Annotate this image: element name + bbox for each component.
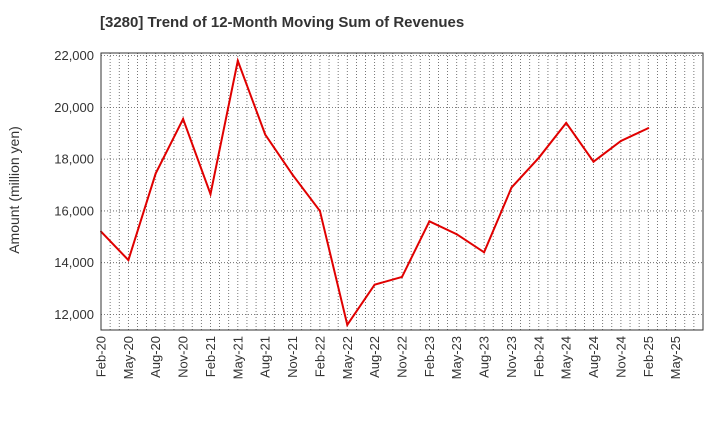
- x-tick-label: Feb-20: [94, 336, 109, 377]
- x-tick-label: Nov-22: [395, 336, 410, 378]
- data-point: [428, 220, 431, 223]
- x-tick-label: May-23: [449, 336, 464, 379]
- y-tick-label: 14,000: [54, 255, 94, 270]
- data-point: [346, 323, 349, 326]
- data-point: [510, 186, 513, 189]
- plot-frame: [100, 52, 704, 331]
- data-point: [455, 233, 458, 236]
- data-point: [236, 59, 239, 62]
- series-layer: [100, 57, 650, 328]
- x-tick-label: May-21: [230, 336, 245, 379]
- x-tick-label: Aug-23: [477, 336, 492, 378]
- x-tick-label: Feb-22: [312, 336, 327, 377]
- data-point: [291, 173, 294, 176]
- x-tick-label: Nov-20: [176, 336, 191, 378]
- x-tick-label: Feb-23: [422, 336, 437, 377]
- x-tick-labels: Feb-20 May-20 Aug-20 Nov-20 Feb-21 May-21 Aug-…: [94, 336, 684, 379]
- y-tick-label: 12,000: [54, 307, 94, 322]
- data-point: [264, 133, 267, 136]
- data-point: [182, 118, 185, 121]
- data-point: [619, 140, 622, 143]
- x-tick-label: Nov-21: [285, 336, 300, 378]
- x-tick-label: May-22: [340, 336, 355, 379]
- data-point: [565, 121, 568, 124]
- data-point: [127, 259, 130, 262]
- data-point: [209, 193, 212, 196]
- y-tick-label: 18,000: [54, 152, 94, 167]
- y-tick-label: 20,000: [54, 100, 94, 115]
- data-point: [537, 156, 540, 159]
- y-tick-label: 16,000: [54, 203, 94, 218]
- grid-layer: [101, 53, 703, 330]
- chart-title: [3280] Trend of 12-Month Moving Sum of R…: [100, 14, 465, 31]
- data-point: [373, 283, 376, 286]
- data-point: [483, 251, 486, 254]
- y-tick-labels: 12,000 14,000 16,000 18,000 20,000 22,000: [54, 48, 94, 322]
- x-tick-label: Nov-23: [504, 336, 519, 378]
- data-point: [592, 160, 595, 163]
- data-point: [318, 209, 321, 212]
- x-tick-label: Aug-20: [148, 336, 163, 378]
- data-point: [647, 127, 650, 130]
- x-tick-label: Feb-25: [641, 336, 656, 377]
- data-point: [401, 275, 403, 278]
- x-tick-label: Feb-21: [203, 336, 218, 377]
- data-point: [154, 172, 157, 175]
- x-tick-label: Nov-24: [613, 336, 628, 378]
- x-tick-label: May-20: [121, 336, 136, 379]
- x-tick-label: Aug-21: [258, 336, 273, 378]
- x-tick-label: Feb-24: [531, 336, 546, 377]
- x-tick-label: May-25: [668, 336, 683, 379]
- x-tick-label: Aug-24: [586, 336, 601, 378]
- x-tick-label: Aug-22: [367, 336, 382, 378]
- x-tick-label: May-24: [559, 336, 574, 379]
- y-tick-label: 22,000: [54, 48, 94, 63]
